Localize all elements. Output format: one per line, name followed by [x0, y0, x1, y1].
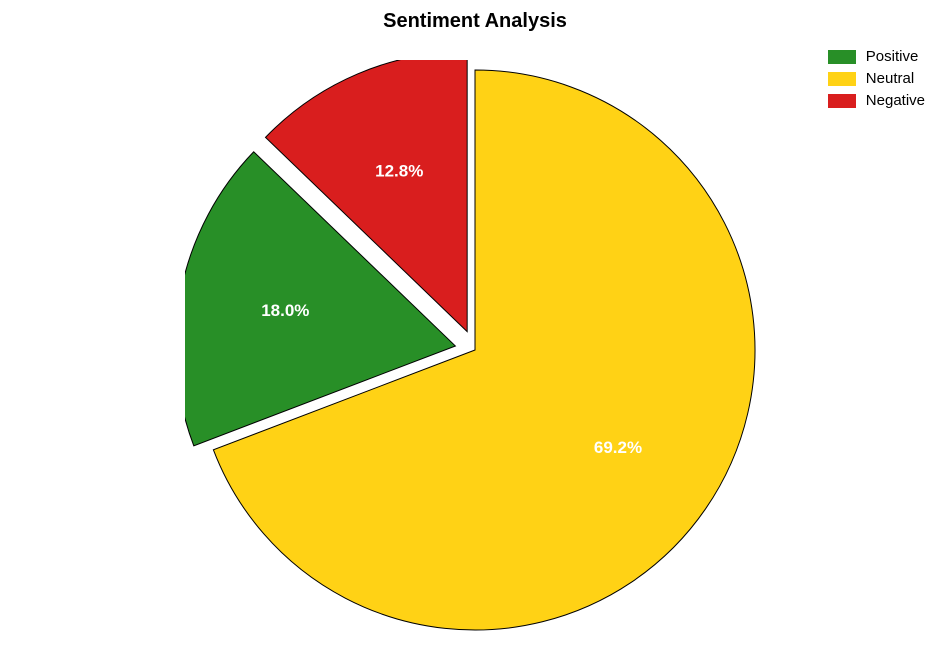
legend-label-neutral: Neutral: [866, 70, 914, 87]
legend-item-negative: Negative: [828, 92, 925, 109]
legend: Positive Neutral Negative: [828, 48, 925, 114]
legend-swatch-positive: [828, 50, 856, 64]
chart-container: Sentiment Analysis 69.2% 18.0% 12.8% Posit…: [0, 0, 950, 662]
legend-swatch-negative: [828, 94, 856, 108]
legend-swatch-neutral: [828, 72, 856, 86]
legend-label-positive: Positive: [866, 48, 919, 65]
legend-label-negative: Negative: [866, 92, 925, 109]
chart-title: Sentiment Analysis: [0, 10, 950, 33]
pie-label-positive: 18.0%: [261, 301, 309, 320]
pie-chart: 69.2% 18.0% 12.8%: [185, 60, 765, 640]
legend-item-neutral: Neutral: [828, 70, 925, 87]
pie-label-negative: 12.8%: [375, 161, 423, 180]
legend-item-positive: Positive: [828, 48, 925, 65]
pie-label-neutral: 69.2%: [594, 438, 642, 457]
